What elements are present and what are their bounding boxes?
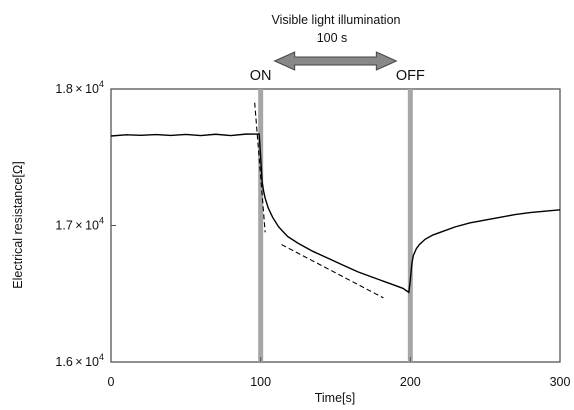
y-tick-label: 1.6 × 104	[55, 352, 104, 369]
x-tick-label: 200	[400, 375, 421, 389]
annotation-title: Visible light illumination	[271, 13, 400, 27]
double-arrow-shape	[273, 51, 398, 71]
y-axis-label: Electrical resistance[Ω]	[11, 161, 25, 288]
y-tick-label: 1.7 × 104	[55, 216, 104, 233]
marker-layer: ON OFF	[250, 68, 425, 362]
x-axis-label: Time[s]	[315, 391, 356, 405]
x-tick-label: 300	[550, 375, 571, 389]
x-tick-label: 100	[250, 375, 271, 389]
marker-label-on: ON	[250, 68, 272, 84]
series-layer	[110, 102, 561, 299]
tick-layer: 0 100 200 300 1.6 × 104 1.7 × 104 1.8 × 104	[55, 79, 570, 389]
annotation-duration: 100 s	[317, 31, 348, 45]
series-fit-line-2	[281, 244, 384, 299]
series-fit-line-1	[254, 102, 266, 233]
plot-frame	[110, 88, 561, 363]
series-resistance-line	[110, 133, 561, 294]
x-tick-label: 0	[108, 375, 115, 389]
double-arrow	[273, 51, 398, 71]
y-tick-label: 1.8 × 104	[55, 79, 104, 96]
marker-label-off: OFF	[396, 68, 425, 84]
